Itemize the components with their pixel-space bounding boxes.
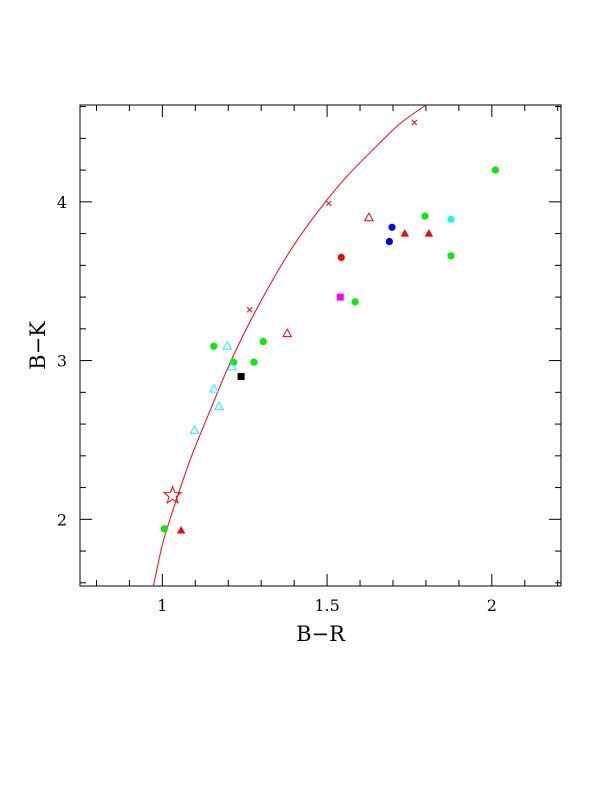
data-point-circle-cyan (447, 215, 455, 223)
x-tick-label: 1 (157, 596, 167, 615)
data-point-open-triangle-cyan (226, 361, 237, 371)
plot-frame (79, 104, 562, 587)
x-tick-label: 2 (487, 596, 497, 615)
y-tick-label: 3 (57, 352, 67, 371)
data-point-filled-triangle-red (176, 525, 186, 534)
curve-tick-mark (411, 119, 418, 126)
data-point-open-triangle-red (363, 212, 374, 222)
data-point-circle-blue (385, 237, 393, 246)
data-point-circle-green (491, 166, 500, 174)
x-axis-label: B−R (296, 622, 346, 646)
x-tick-label: 1.5 (314, 596, 339, 615)
data-point-circle-green (160, 525, 168, 533)
axis-ticks (80, 105, 561, 586)
data-points (160, 166, 500, 534)
data-point-open-star-red (162, 485, 183, 504)
data-point-circle-green (250, 358, 258, 366)
data-point-open-triangle-red (282, 328, 293, 338)
model-curve (152, 104, 427, 587)
data-point-open-triangle-cyan (189, 424, 200, 434)
data-point-open-triangle-cyan (209, 383, 220, 393)
data-point-circle-green (351, 298, 359, 306)
data-point-open-triangle-cyan (222, 340, 233, 350)
data-point-open-triangle-cyan (213, 401, 225, 411)
data-point-circle-green (259, 337, 267, 346)
data-point-circle-red (337, 253, 345, 261)
data-point-square-magenta (336, 293, 344, 301)
curve-tick-mark (325, 200, 332, 207)
y-tick-label: 4 (57, 193, 67, 212)
curve-tick-mark (246, 306, 253, 313)
y-tick-labels: 2 3 4 (57, 193, 67, 529)
data-point-circle-green (421, 212, 429, 220)
data-point-circle-blue (388, 223, 396, 231)
data-point-square-black (237, 372, 245, 380)
data-point-filled-triangle-red (424, 229, 434, 237)
y-tick-label: 2 (57, 510, 67, 529)
data-point-circle-green (447, 252, 455, 260)
data-point-filled-triangle-red (400, 229, 410, 237)
data-point-circle-green (229, 358, 238, 366)
data-point-circle-green (210, 342, 218, 350)
y-axis-label: B−K (26, 321, 50, 370)
x-tick-labels: 1 1.5 2 (157, 596, 497, 615)
model-curve-line (152, 104, 427, 587)
